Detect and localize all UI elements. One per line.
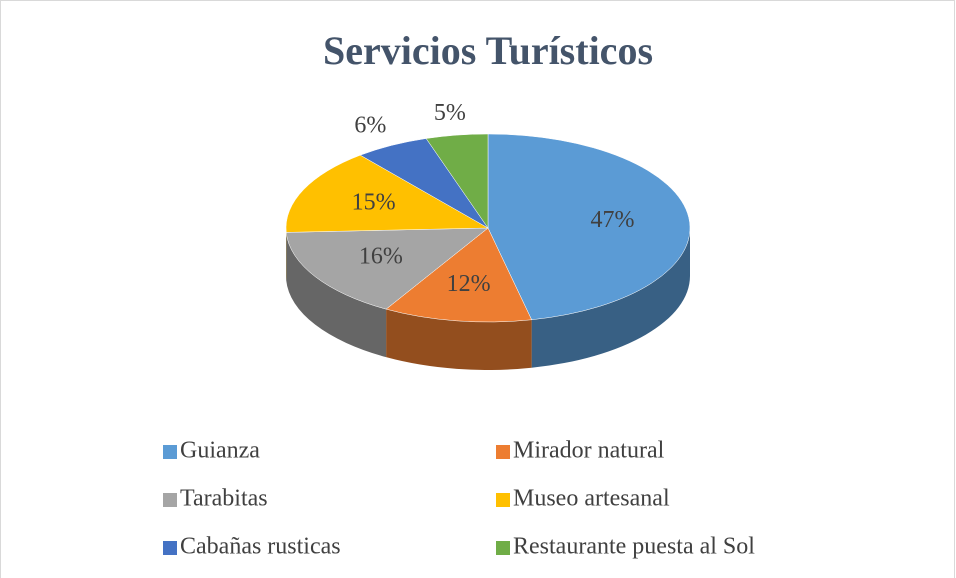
data-label: 5% xyxy=(434,100,466,126)
pie-wall xyxy=(531,228,690,368)
data-label: 12% xyxy=(447,271,491,297)
data-label: 47% xyxy=(590,207,634,233)
data-label: 15% xyxy=(352,190,396,216)
legend-label: Guianza xyxy=(180,438,260,464)
data-label: 16% xyxy=(359,244,403,270)
legend-swatch xyxy=(496,493,510,507)
pie-slice xyxy=(487,133,691,321)
pie-slice xyxy=(285,227,489,310)
legend-label: Cabañas rusticas xyxy=(180,534,341,560)
legend-label: Restaurante puesta al Sol xyxy=(513,534,755,560)
legend-swatch xyxy=(163,445,177,459)
legend-swatch xyxy=(163,541,177,555)
pie-slice xyxy=(385,227,533,323)
pie-slice xyxy=(285,154,489,233)
legend-swatch xyxy=(496,445,510,459)
legend-swatch xyxy=(496,541,510,555)
legend-label: Tarabitas xyxy=(180,486,268,512)
pie-slice xyxy=(425,133,489,229)
data-label: 6% xyxy=(354,113,386,139)
legend-label: Mirador natural xyxy=(513,438,665,464)
legend-label: Museo artesanal xyxy=(513,486,670,512)
chart-title: Servicios Turísticos xyxy=(323,28,653,73)
legend-swatch xyxy=(163,493,177,507)
pie-wall xyxy=(386,309,532,370)
pie-wall xyxy=(286,232,387,358)
